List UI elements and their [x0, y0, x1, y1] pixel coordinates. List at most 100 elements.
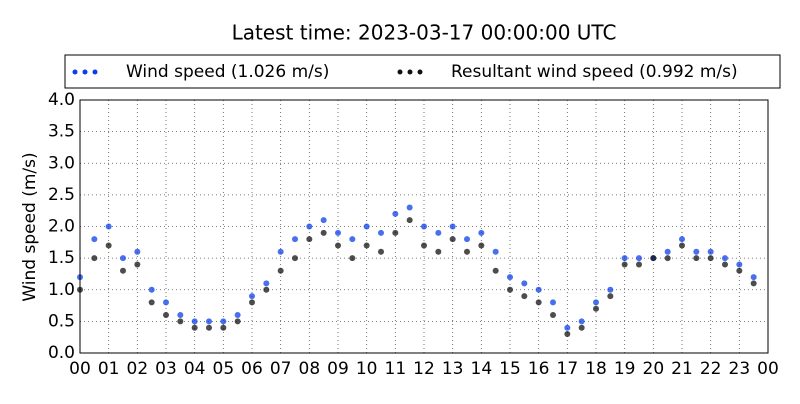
x-tick-label: 19: [614, 359, 636, 379]
point: [664, 248, 671, 255]
x-tick-label: 12: [413, 359, 435, 379]
point: [421, 223, 427, 230]
y-tick-label: 3.0: [48, 153, 75, 173]
point: [134, 261, 141, 268]
point: [621, 255, 628, 262]
point: [636, 261, 642, 268]
point: [249, 299, 255, 306]
x-tick-label: 08: [299, 359, 321, 379]
point: [206, 324, 212, 331]
point: [521, 293, 528, 300]
point: [464, 248, 470, 255]
x-tick-label: 07: [270, 359, 292, 379]
point: [406, 217, 413, 224]
point: [750, 274, 757, 281]
point: [736, 261, 743, 268]
point: [449, 236, 456, 243]
point: [679, 242, 685, 249]
point: [492, 248, 499, 255]
point: [163, 312, 169, 319]
point: [306, 236, 313, 243]
point: [435, 229, 442, 236]
point: [206, 318, 212, 325]
y-tick-label: 1.0: [48, 280, 75, 300]
point: [177, 318, 184, 325]
point: [550, 299, 556, 306]
point: [249, 293, 255, 300]
point: [292, 236, 298, 243]
point: [191, 324, 198, 331]
legend-marker: [92, 69, 98, 75]
point: [349, 255, 356, 262]
point: [406, 204, 413, 211]
x-tick-label: 05: [213, 359, 235, 379]
x-tick-label: 15: [499, 359, 521, 379]
point: [593, 305, 599, 312]
point: [722, 261, 728, 268]
x-tick-label: 14: [471, 359, 493, 379]
legend: [64, 54, 781, 89]
x-tick-label: 13: [442, 359, 464, 379]
legend-label: Resultant wind speed (0.992 m/s): [451, 62, 738, 82]
point: [607, 286, 614, 293]
point: [320, 217, 327, 224]
point: [464, 236, 470, 243]
x-tick-label: 20: [643, 359, 665, 379]
x-tick-label: 18: [585, 359, 607, 379]
point: [105, 223, 112, 230]
x-tick-label: 04: [184, 359, 206, 379]
point: [263, 286, 270, 293]
point: [650, 255, 657, 262]
point: [722, 255, 728, 262]
point: [736, 267, 743, 274]
legend-marker: [72, 69, 78, 75]
point: [148, 299, 155, 306]
x-tick-label: 21: [671, 359, 693, 379]
y-tick-label: 1.5: [48, 248, 75, 268]
point: [564, 331, 571, 338]
legend-marker: [417, 69, 423, 75]
point: [392, 229, 399, 236]
point: [335, 229, 341, 236]
point: [392, 210, 399, 217]
point: [234, 318, 241, 325]
y-tick-label: 0.5: [48, 311, 75, 331]
x-tick-label: 17: [557, 359, 579, 379]
point: [435, 248, 442, 255]
point: [263, 280, 270, 287]
point: [363, 242, 370, 249]
point: [564, 324, 571, 331]
point: [349, 236, 356, 243]
point: [234, 312, 241, 319]
point: [707, 255, 714, 262]
point: [191, 318, 198, 325]
y-tick-label: 2.5: [48, 185, 75, 205]
point: [693, 248, 700, 255]
point: [163, 299, 169, 306]
point: [277, 248, 284, 255]
x-tick-label: 02: [127, 359, 149, 379]
point: [277, 267, 284, 274]
plot-frame: [79, 99, 769, 354]
x-tick-label: 00: [69, 359, 91, 379]
point: [292, 255, 298, 262]
point: [449, 223, 456, 230]
y-axis-label: Wind speed (m/s): [20, 152, 40, 301]
point: [578, 324, 585, 331]
point: [507, 274, 513, 281]
point: [664, 255, 671, 262]
chart-title: Latest time: 2023-03-17 00:00:00 UTC: [232, 21, 617, 45]
point: [593, 299, 599, 306]
point: [91, 255, 98, 262]
x-tick-label: 22: [700, 359, 722, 379]
x-tick-label: 03: [155, 359, 177, 379]
legend-marker: [82, 69, 88, 75]
point: [507, 286, 513, 293]
point: [421, 242, 427, 249]
point: [306, 223, 313, 230]
point: [478, 229, 485, 236]
point: [550, 312, 556, 319]
legend-marker: [397, 69, 403, 75]
x-tick-label: 06: [241, 359, 263, 379]
